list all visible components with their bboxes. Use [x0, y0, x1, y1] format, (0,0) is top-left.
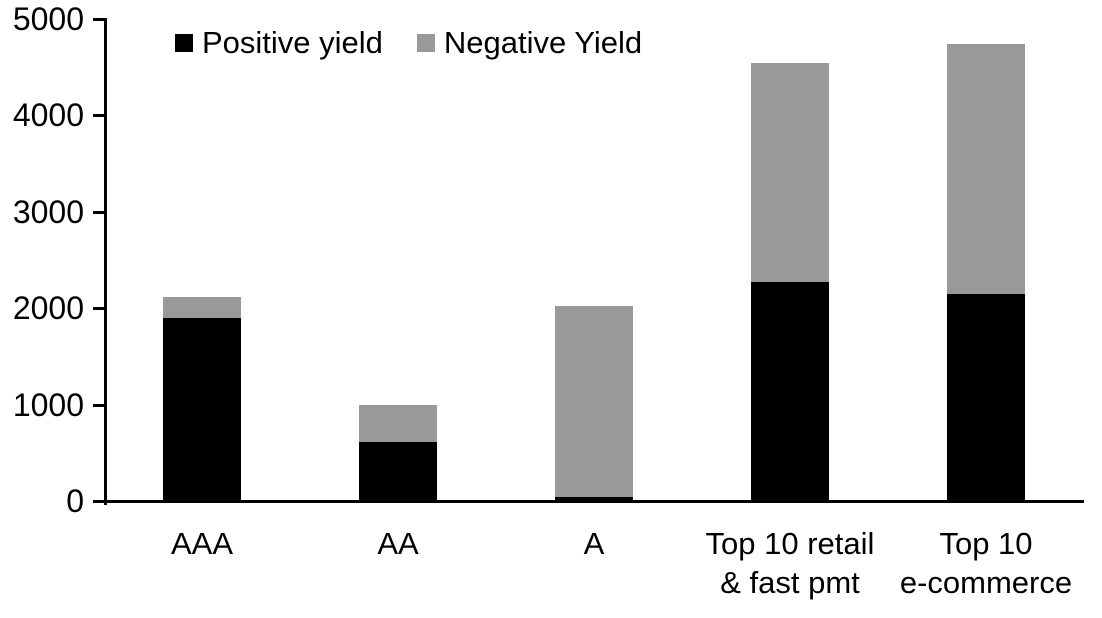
x-axis-label-a: A	[464, 524, 724, 563]
bar-segment-positive-yield-aaa	[163, 318, 241, 502]
y-axis-line	[104, 18, 107, 505]
bar-segment-positive-yield-a	[555, 496, 633, 502]
y-axis-tick	[93, 210, 104, 214]
bar-segment-positive-yield-top-10-retail-fast-pmt	[751, 281, 829, 502]
legend-swatch-negative-yield	[416, 34, 435, 53]
bar-segment-positive-yield-top-10-e-commerce	[947, 294, 1025, 502]
x-axis-label-line: AA	[377, 526, 419, 561]
bar-segment-negative-yield-top-10-e-commerce	[947, 43, 1025, 295]
y-axis-tick-label: 3000	[12, 193, 84, 230]
y-axis-tick-label: 2000	[12, 290, 84, 327]
y-axis-tick	[93, 500, 104, 503]
x-axis-line	[104, 500, 1084, 503]
x-axis-label-line: Top 10 retail	[705, 526, 875, 561]
y-axis-tick	[93, 114, 104, 118]
x-axis-label-aa: AA	[268, 524, 528, 563]
bar-segment-negative-yield-aa	[359, 405, 437, 442]
y-axis-tick-label: 1000	[12, 386, 84, 423]
bar-segment-negative-yield-top-10-retail-fast-pmt	[751, 62, 829, 282]
y-axis-tick-label: 0	[66, 483, 84, 519]
y-axis-tick	[93, 307, 104, 311]
y-axis-tick	[93, 18, 104, 21]
legend-item-negative-yield: Negative Yield	[416, 25, 643, 60]
legend-swatch-positive-yield	[175, 34, 193, 53]
y-axis-tick-label: 4000	[12, 97, 84, 134]
x-axis-label-line: Top 10	[939, 526, 1033, 561]
legend-label-negative-yield: Negative Yield	[443, 25, 643, 60]
x-axis-label-line: & fast pmt	[720, 565, 860, 600]
x-axis-label-line: e-commerce	[899, 565, 1073, 600]
legend-item-positive-yield: Positive yield	[175, 25, 383, 60]
x-axis-label-top-10-retail-fast-pmt: Top 10 retail & fast pmt	[660, 524, 920, 602]
y-axis-tick	[93, 403, 104, 407]
x-axis-label-line: AAA	[170, 526, 234, 561]
bar-segment-positive-yield-aa	[359, 441, 437, 502]
legend-label-positive-yield: Positive yield	[202, 25, 383, 60]
x-axis-label-aaa: AAA	[72, 524, 332, 563]
y-axis-tick-label: 5000	[12, 1, 84, 37]
chart-legend: Positive yield Negative Yield	[175, 25, 643, 60]
x-axis-label-line: A	[583, 526, 605, 561]
x-axis-label-top-10-e-commerce: Top 10 e-commerce	[856, 524, 1102, 602]
bar-segment-negative-yield-a	[555, 305, 633, 497]
bar-segment-negative-yield-aaa	[163, 297, 241, 319]
